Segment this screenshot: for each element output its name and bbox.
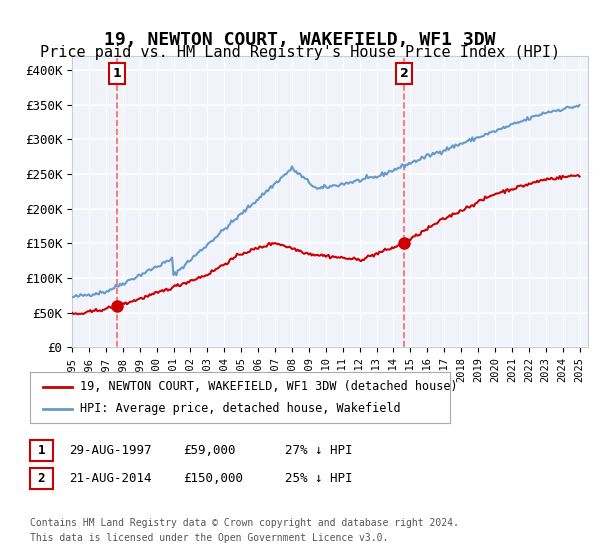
Text: 21-AUG-2014: 21-AUG-2014	[69, 472, 151, 486]
Text: This data is licensed under the Open Government Licence v3.0.: This data is licensed under the Open Gov…	[30, 533, 388, 543]
Text: 25% ↓ HPI: 25% ↓ HPI	[285, 472, 353, 486]
Text: Contains HM Land Registry data © Crown copyright and database right 2024.: Contains HM Land Registry data © Crown c…	[30, 518, 459, 528]
Text: 1: 1	[38, 444, 45, 457]
Text: £59,000: £59,000	[183, 444, 235, 458]
Text: 27% ↓ HPI: 27% ↓ HPI	[285, 444, 353, 458]
Text: 29-AUG-1997: 29-AUG-1997	[69, 444, 151, 458]
Text: 19, NEWTON COURT, WAKEFIELD, WF1 3DW: 19, NEWTON COURT, WAKEFIELD, WF1 3DW	[104, 31, 496, 49]
Text: £150,000: £150,000	[183, 472, 243, 486]
Text: 2: 2	[38, 472, 45, 485]
Text: 19, NEWTON COURT, WAKEFIELD, WF1 3DW (detached house): 19, NEWTON COURT, WAKEFIELD, WF1 3DW (de…	[80, 380, 458, 393]
Text: 1: 1	[112, 67, 121, 80]
Text: 2: 2	[400, 67, 409, 80]
Text: HPI: Average price, detached house, Wakefield: HPI: Average price, detached house, Wake…	[80, 402, 401, 415]
Text: Price paid vs. HM Land Registry's House Price Index (HPI): Price paid vs. HM Land Registry's House …	[40, 45, 560, 60]
